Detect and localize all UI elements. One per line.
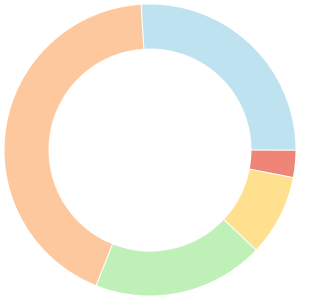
chart xyxy=(3,3,297,297)
donut-slice xyxy=(95,218,257,297)
donut-slice xyxy=(3,3,145,287)
donut-slice xyxy=(140,3,297,151)
